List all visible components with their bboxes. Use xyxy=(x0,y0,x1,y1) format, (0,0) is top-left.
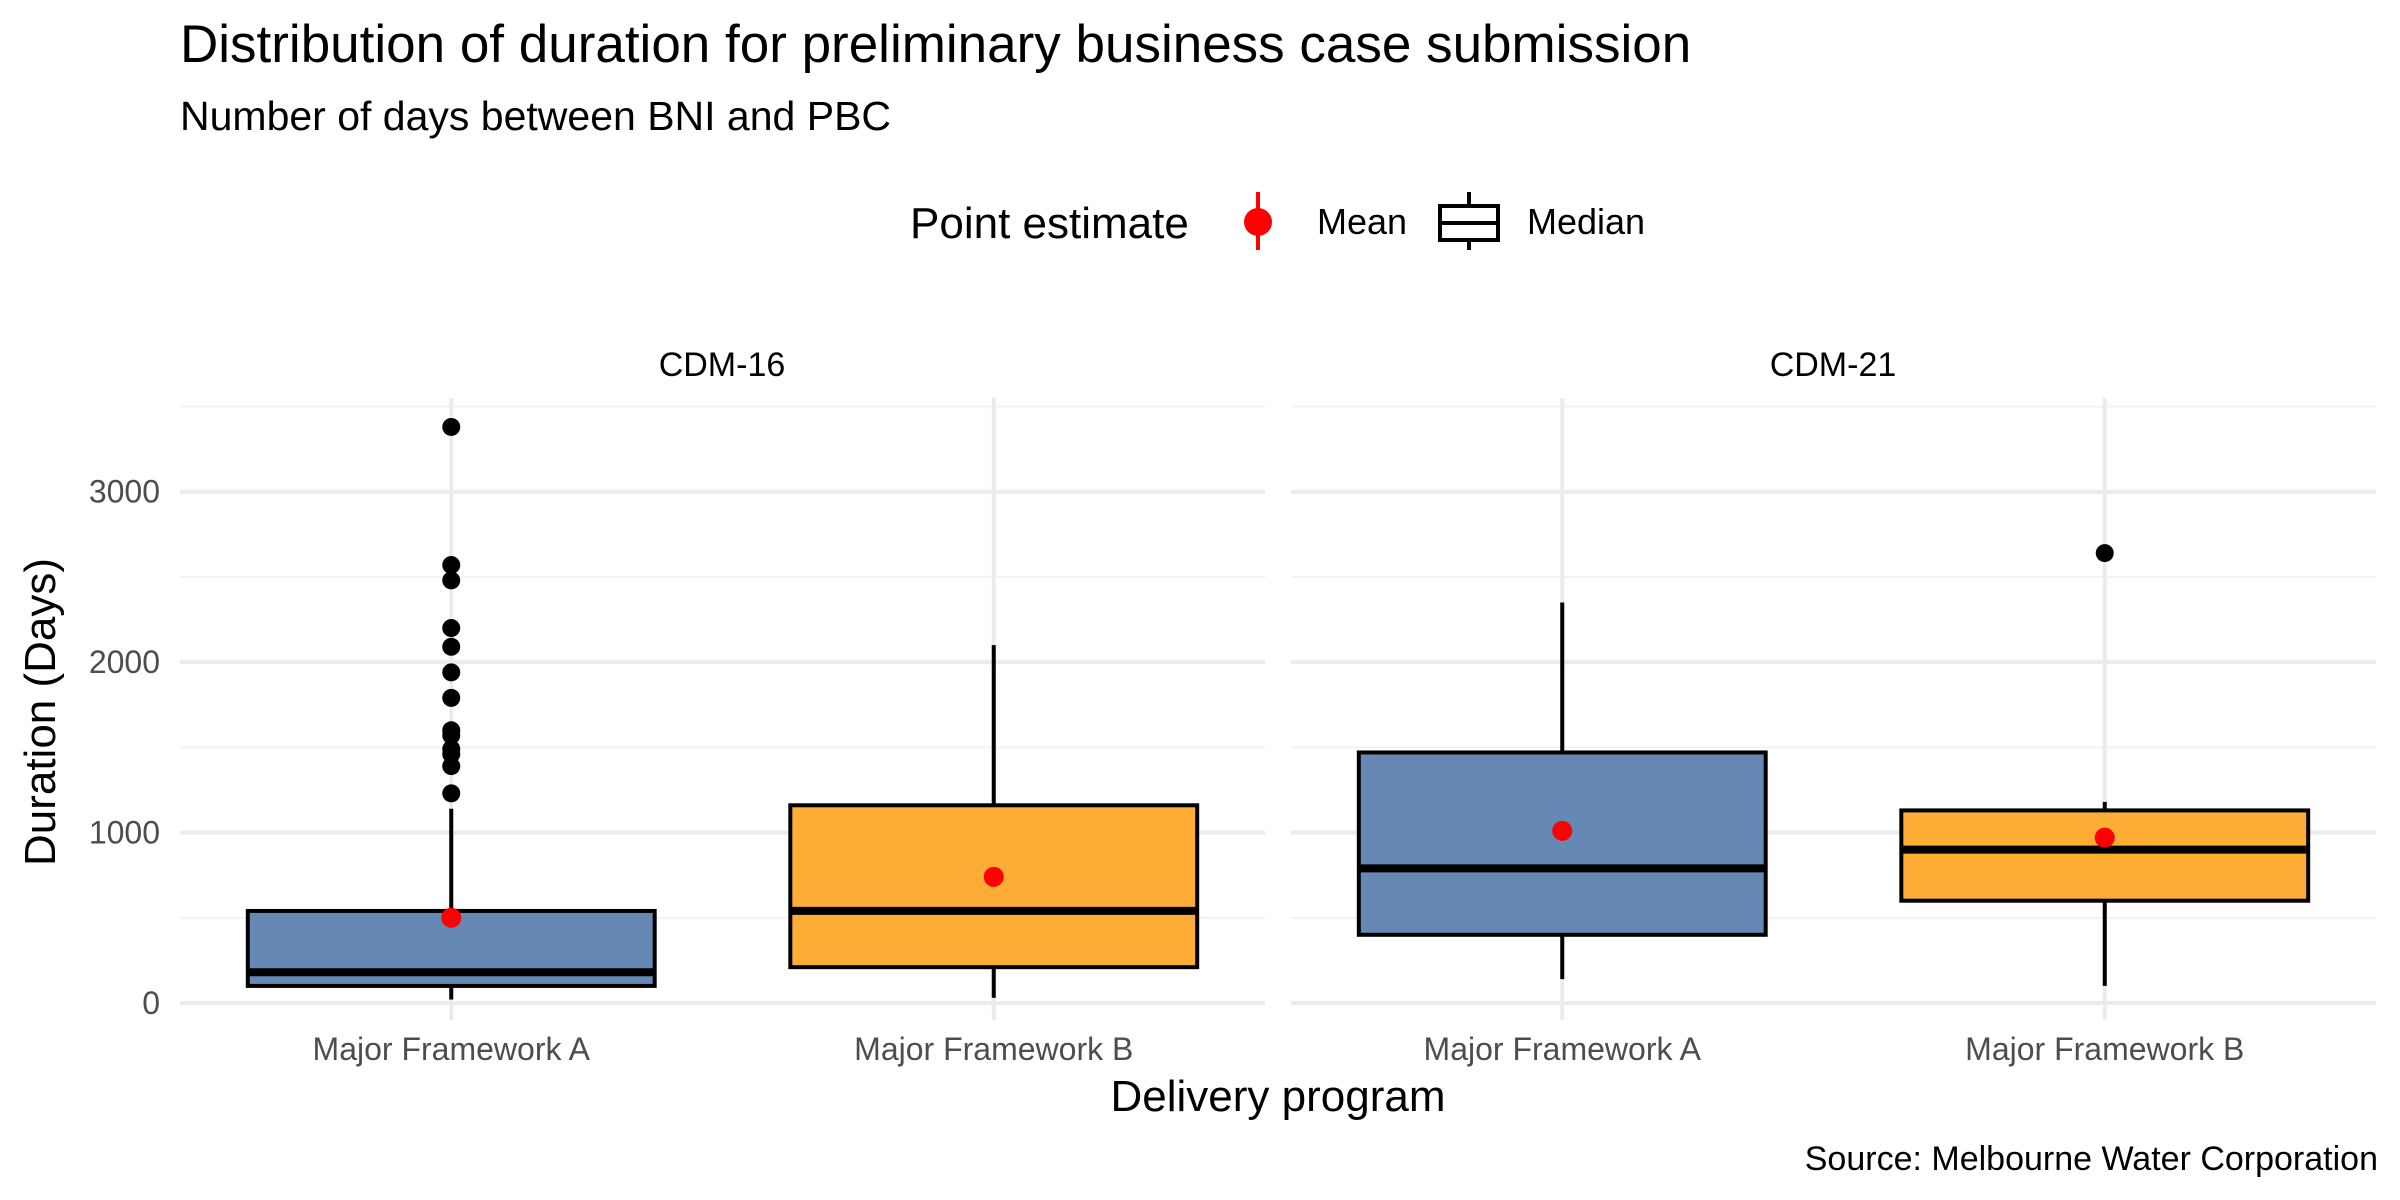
chart-title: Distribution of duration for preliminary… xyxy=(180,15,1691,74)
y-axis-ticks: 0 1000 2000 3000 xyxy=(89,474,160,1021)
box-cdm-21-a xyxy=(1356,602,1768,980)
box-cdm-16-b xyxy=(788,645,1200,998)
x-tick-label: Major Framework A xyxy=(313,1031,591,1067)
iqr-box xyxy=(1356,750,1768,937)
outlier-point xyxy=(442,663,461,682)
x-axis-title: Delivery program xyxy=(1111,1072,1446,1121)
outlier-point xyxy=(442,417,461,436)
outlier-point xyxy=(442,619,461,638)
outlier-point xyxy=(442,637,461,656)
outlier-point xyxy=(442,740,461,759)
chart-subtitle: Number of days between BNI and PBC xyxy=(180,93,891,139)
chart-caption: Source: Melbourne Water Corporation xyxy=(1805,1140,2378,1178)
panel-label-cdm21: CDM-21 xyxy=(1770,346,1897,384)
mean-point xyxy=(1552,820,1573,841)
x-tick-label: Major Framework B xyxy=(854,1031,1133,1067)
legend-label-median: Median xyxy=(1527,201,1645,242)
mean-point xyxy=(2094,827,2115,848)
outlier-point xyxy=(2095,544,2114,563)
y-tick-label: 1000 xyxy=(89,815,160,851)
x-axis-ticks: Major Framework A Major Framework B Major … xyxy=(313,1031,2245,1067)
legend-label-mean: Mean xyxy=(1317,201,1407,242)
x-tick-label: Major Framework A xyxy=(1424,1031,1702,1067)
y-tick-label: 3000 xyxy=(89,474,160,510)
legend-median-key xyxy=(1438,192,1500,250)
legend-title: Point estimate xyxy=(910,199,1189,248)
x-tick-label: Major Framework B xyxy=(1965,1031,2244,1067)
mean-point xyxy=(983,866,1004,887)
outlier-point xyxy=(442,556,461,575)
legend: Point estimate Mean Median xyxy=(910,192,1645,250)
box-cdm-21-b xyxy=(1899,544,2311,986)
box-cdm-16-a xyxy=(245,417,657,1000)
outlier-point xyxy=(442,784,461,803)
legend-mean-key xyxy=(1244,192,1272,250)
panel-label-cdm16: CDM-16 xyxy=(659,346,786,384)
y-axis-title: Duration (Days) xyxy=(16,558,65,866)
outlier-point xyxy=(442,688,461,707)
mean-point xyxy=(441,907,462,928)
y-tick-label: 0 xyxy=(142,985,160,1021)
boxes xyxy=(245,417,2311,1000)
iqr-box xyxy=(1899,808,2311,903)
y-tick-label: 2000 xyxy=(89,644,160,680)
outlier-point xyxy=(442,571,461,590)
outlier-point xyxy=(442,721,461,740)
